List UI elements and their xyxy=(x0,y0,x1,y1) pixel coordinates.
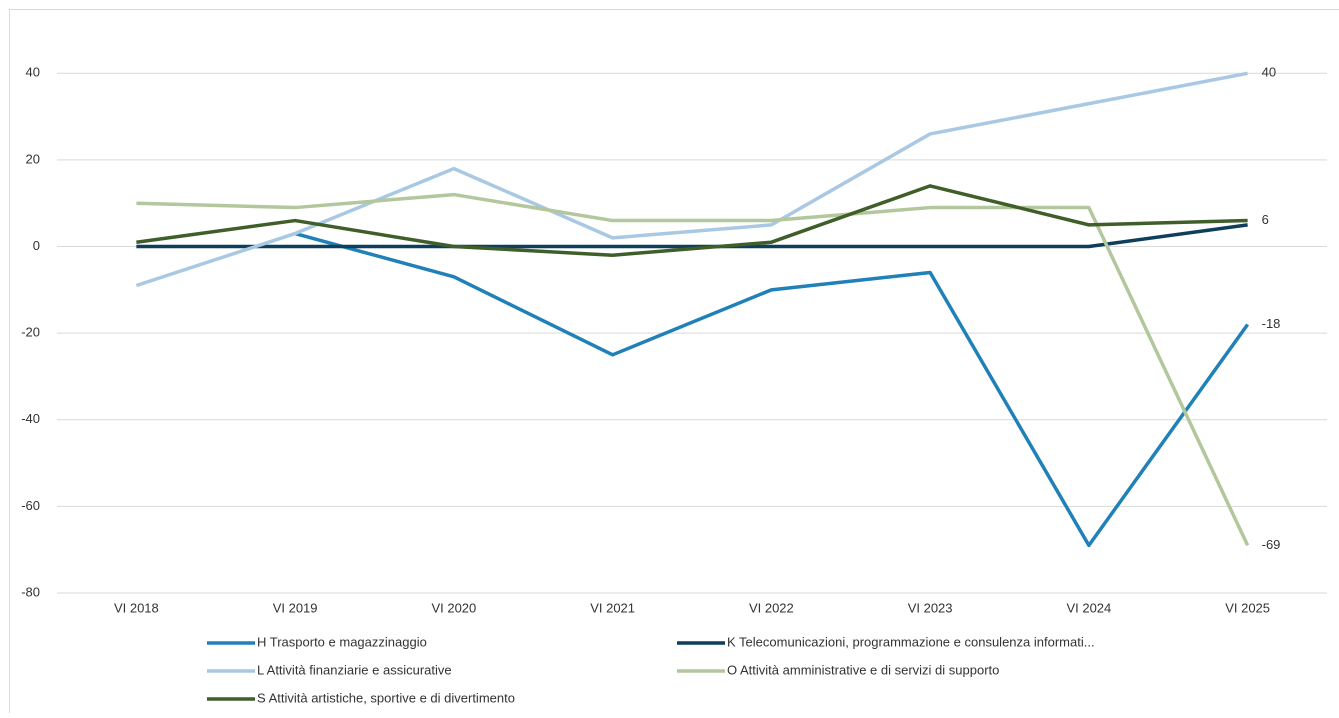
y-tick-label: -40 xyxy=(21,411,40,426)
series-line xyxy=(136,73,1247,285)
x-tick-label: VI 2023 xyxy=(908,600,953,615)
data-label: 40 xyxy=(1262,65,1276,80)
legend-label: L Attività finanziarie e assicurative xyxy=(257,662,452,677)
y-tick-label: -60 xyxy=(21,498,40,513)
data-label: -18 xyxy=(1262,316,1281,331)
x-tick-label: VI 2018 xyxy=(114,600,159,615)
chart-frame xyxy=(10,10,1339,714)
legend-label: H Trasporto e magazzinaggio xyxy=(257,634,427,649)
x-tick-label: VI 2024 xyxy=(1066,600,1111,615)
y-tick-label: 40 xyxy=(26,65,40,80)
x-tick-label: VI 2020 xyxy=(431,600,476,615)
x-tick-label: VI 2025 xyxy=(1225,600,1270,615)
legend-label: S Attività artistiche, sportive e di div… xyxy=(257,690,515,705)
legend-label: O Attività amministrative e di servizi d… xyxy=(727,662,999,677)
series-line xyxy=(295,234,1248,546)
y-tick-label: -80 xyxy=(21,584,40,599)
x-tick-label: VI 2022 xyxy=(749,600,794,615)
legend-label: K Telecomunicazioni, programmazione e co… xyxy=(727,634,1095,649)
data-label: 6 xyxy=(1262,212,1269,227)
y-tick-label: 20 xyxy=(26,151,40,166)
data-label: -69 xyxy=(1262,537,1281,552)
x-tick-label: VI 2021 xyxy=(590,600,635,615)
x-tick-label: VI 2019 xyxy=(273,600,318,615)
y-tick-label: 0 xyxy=(33,238,40,253)
y-tick-label: -20 xyxy=(21,325,40,340)
